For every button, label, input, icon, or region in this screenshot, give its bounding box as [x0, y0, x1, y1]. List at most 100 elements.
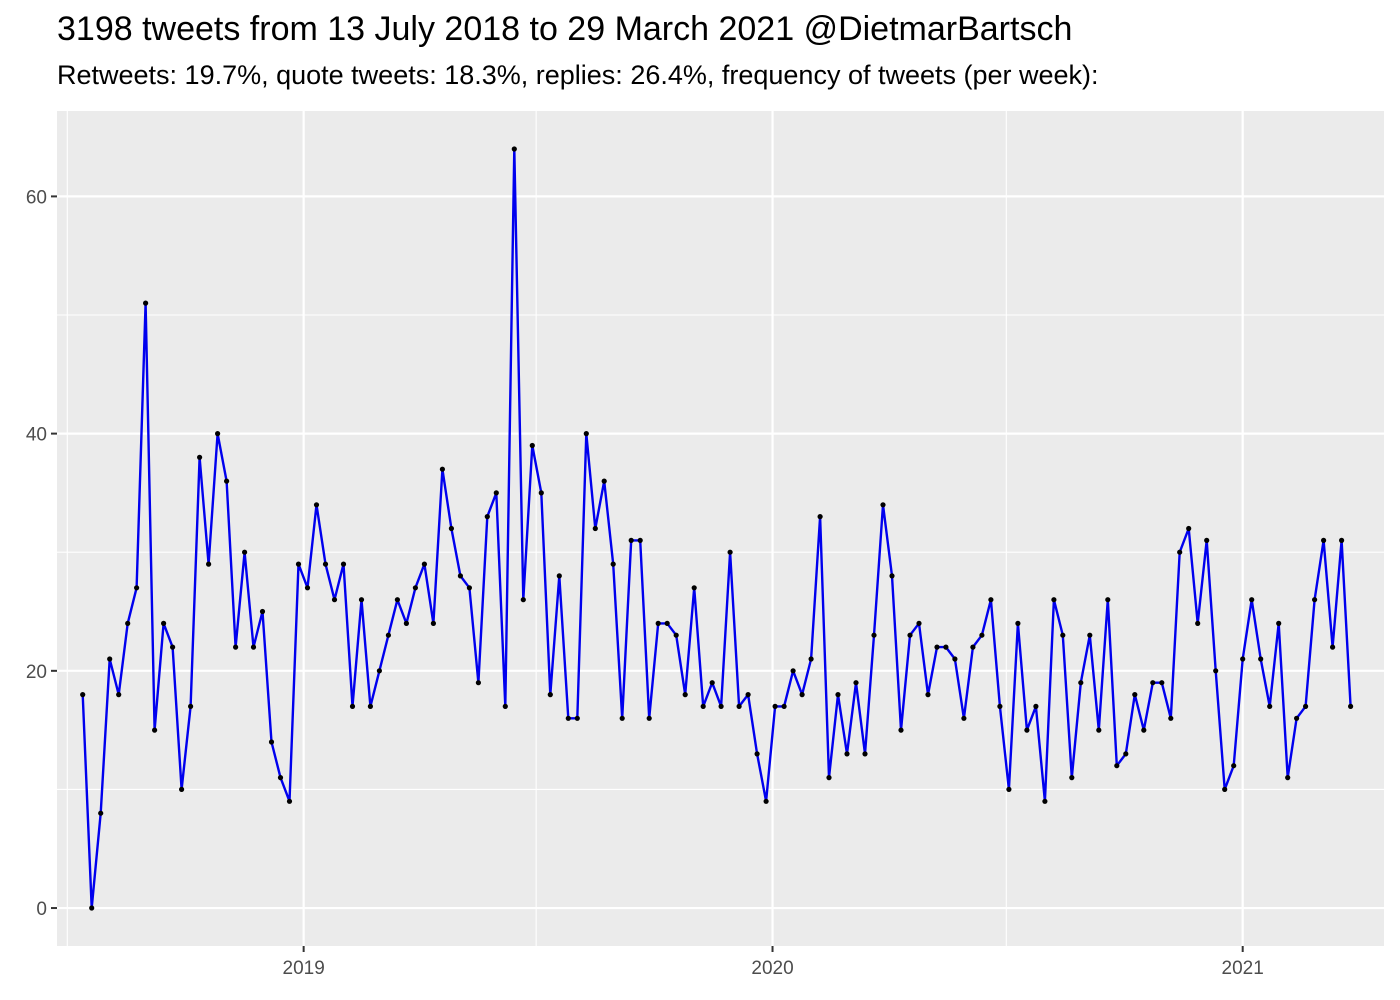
data-point — [835, 692, 841, 698]
data-point — [313, 502, 320, 508]
y-tick-label: 0 — [36, 899, 47, 920]
data-point — [988, 597, 994, 603]
data-point — [1123, 751, 1129, 757]
data-point — [1231, 763, 1237, 769]
data-point — [224, 478, 230, 484]
data-point — [862, 751, 868, 757]
data-point — [1195, 620, 1201, 627]
data-point — [125, 620, 131, 627]
data-point — [277, 775, 284, 781]
data-point — [457, 573, 463, 579]
data-point — [1033, 703, 1039, 710]
data-point — [799, 692, 805, 698]
data-point — [502, 703, 508, 710]
data-point — [970, 644, 976, 650]
data-point — [646, 715, 652, 721]
data-point — [430, 620, 436, 627]
data-point — [466, 585, 472, 591]
data-point — [619, 715, 625, 721]
data-point — [952, 656, 958, 662]
data-point — [691, 585, 697, 591]
data-point — [1087, 632, 1093, 638]
data-point — [655, 620, 661, 627]
data-point — [1312, 597, 1318, 603]
data-point — [233, 644, 239, 650]
data-point — [1042, 798, 1048, 804]
data-point — [89, 905, 95, 911]
data-point — [826, 775, 832, 781]
data-point — [286, 798, 293, 804]
data-point — [1294, 715, 1300, 721]
data-point — [385, 632, 391, 638]
data-point — [772, 703, 778, 710]
data-point — [574, 715, 580, 721]
data-point — [925, 692, 931, 698]
data-point — [1240, 656, 1246, 662]
data-point — [520, 597, 526, 603]
data-point — [547, 692, 553, 698]
minor-gridlines — [57, 111, 1384, 946]
data-point — [1267, 703, 1273, 710]
data-point — [143, 300, 149, 306]
data-point — [709, 680, 715, 686]
data-point — [943, 644, 949, 650]
tick-labels: 0 20 40 60 2019 2020 2021 — [26, 187, 1264, 979]
data-point — [961, 715, 967, 721]
data-point — [1303, 703, 1309, 710]
data-point — [161, 620, 167, 627]
data-point — [322, 561, 329, 567]
axis-ticks — [51, 195, 1244, 952]
data-point — [853, 680, 859, 686]
data-point — [1141, 727, 1147, 733]
data-point — [628, 537, 634, 544]
data-point — [916, 620, 922, 627]
data-point — [1096, 727, 1102, 733]
data-point — [1204, 537, 1210, 544]
data-point — [583, 431, 589, 437]
data-point — [259, 608, 266, 615]
data-point — [421, 561, 427, 567]
chart-title: 3198 tweets from 13 July 2018 to 29 Marc… — [57, 10, 1073, 48]
data-point — [152, 727, 158, 733]
data-point — [1015, 620, 1021, 627]
data-point — [880, 502, 886, 508]
data-point — [871, 632, 877, 638]
data-point — [529, 442, 535, 449]
data-point — [179, 786, 185, 793]
data-point — [682, 692, 688, 698]
data-point — [979, 632, 985, 638]
data-point — [268, 739, 275, 745]
data-point — [1168, 715, 1174, 721]
series-line — [81, 147, 1352, 910]
data-point — [340, 561, 347, 567]
data-point — [790, 668, 796, 674]
data-point — [304, 585, 311, 591]
data-point — [1006, 786, 1012, 793]
data-point — [808, 656, 814, 662]
data-point — [107, 656, 113, 662]
data-point — [1078, 680, 1084, 686]
data-point — [1249, 597, 1255, 603]
data-point — [1105, 597, 1111, 603]
data-point — [403, 620, 409, 627]
data-point — [997, 703, 1003, 710]
data-point — [736, 703, 742, 710]
data-point — [358, 597, 365, 603]
data-point — [206, 561, 212, 567]
data-point — [1159, 680, 1165, 686]
data-point — [556, 573, 562, 579]
data-point — [215, 431, 221, 437]
data-point — [80, 692, 86, 698]
data-point — [170, 644, 176, 650]
data-point — [745, 692, 751, 698]
data-point — [1222, 786, 1228, 793]
data-point — [538, 490, 544, 496]
data-point — [1348, 703, 1354, 710]
data-point — [367, 703, 373, 710]
data-point — [718, 703, 724, 710]
data-point — [1051, 597, 1057, 603]
data-point — [934, 644, 940, 650]
data-point — [898, 727, 904, 733]
data-point — [1177, 549, 1183, 555]
